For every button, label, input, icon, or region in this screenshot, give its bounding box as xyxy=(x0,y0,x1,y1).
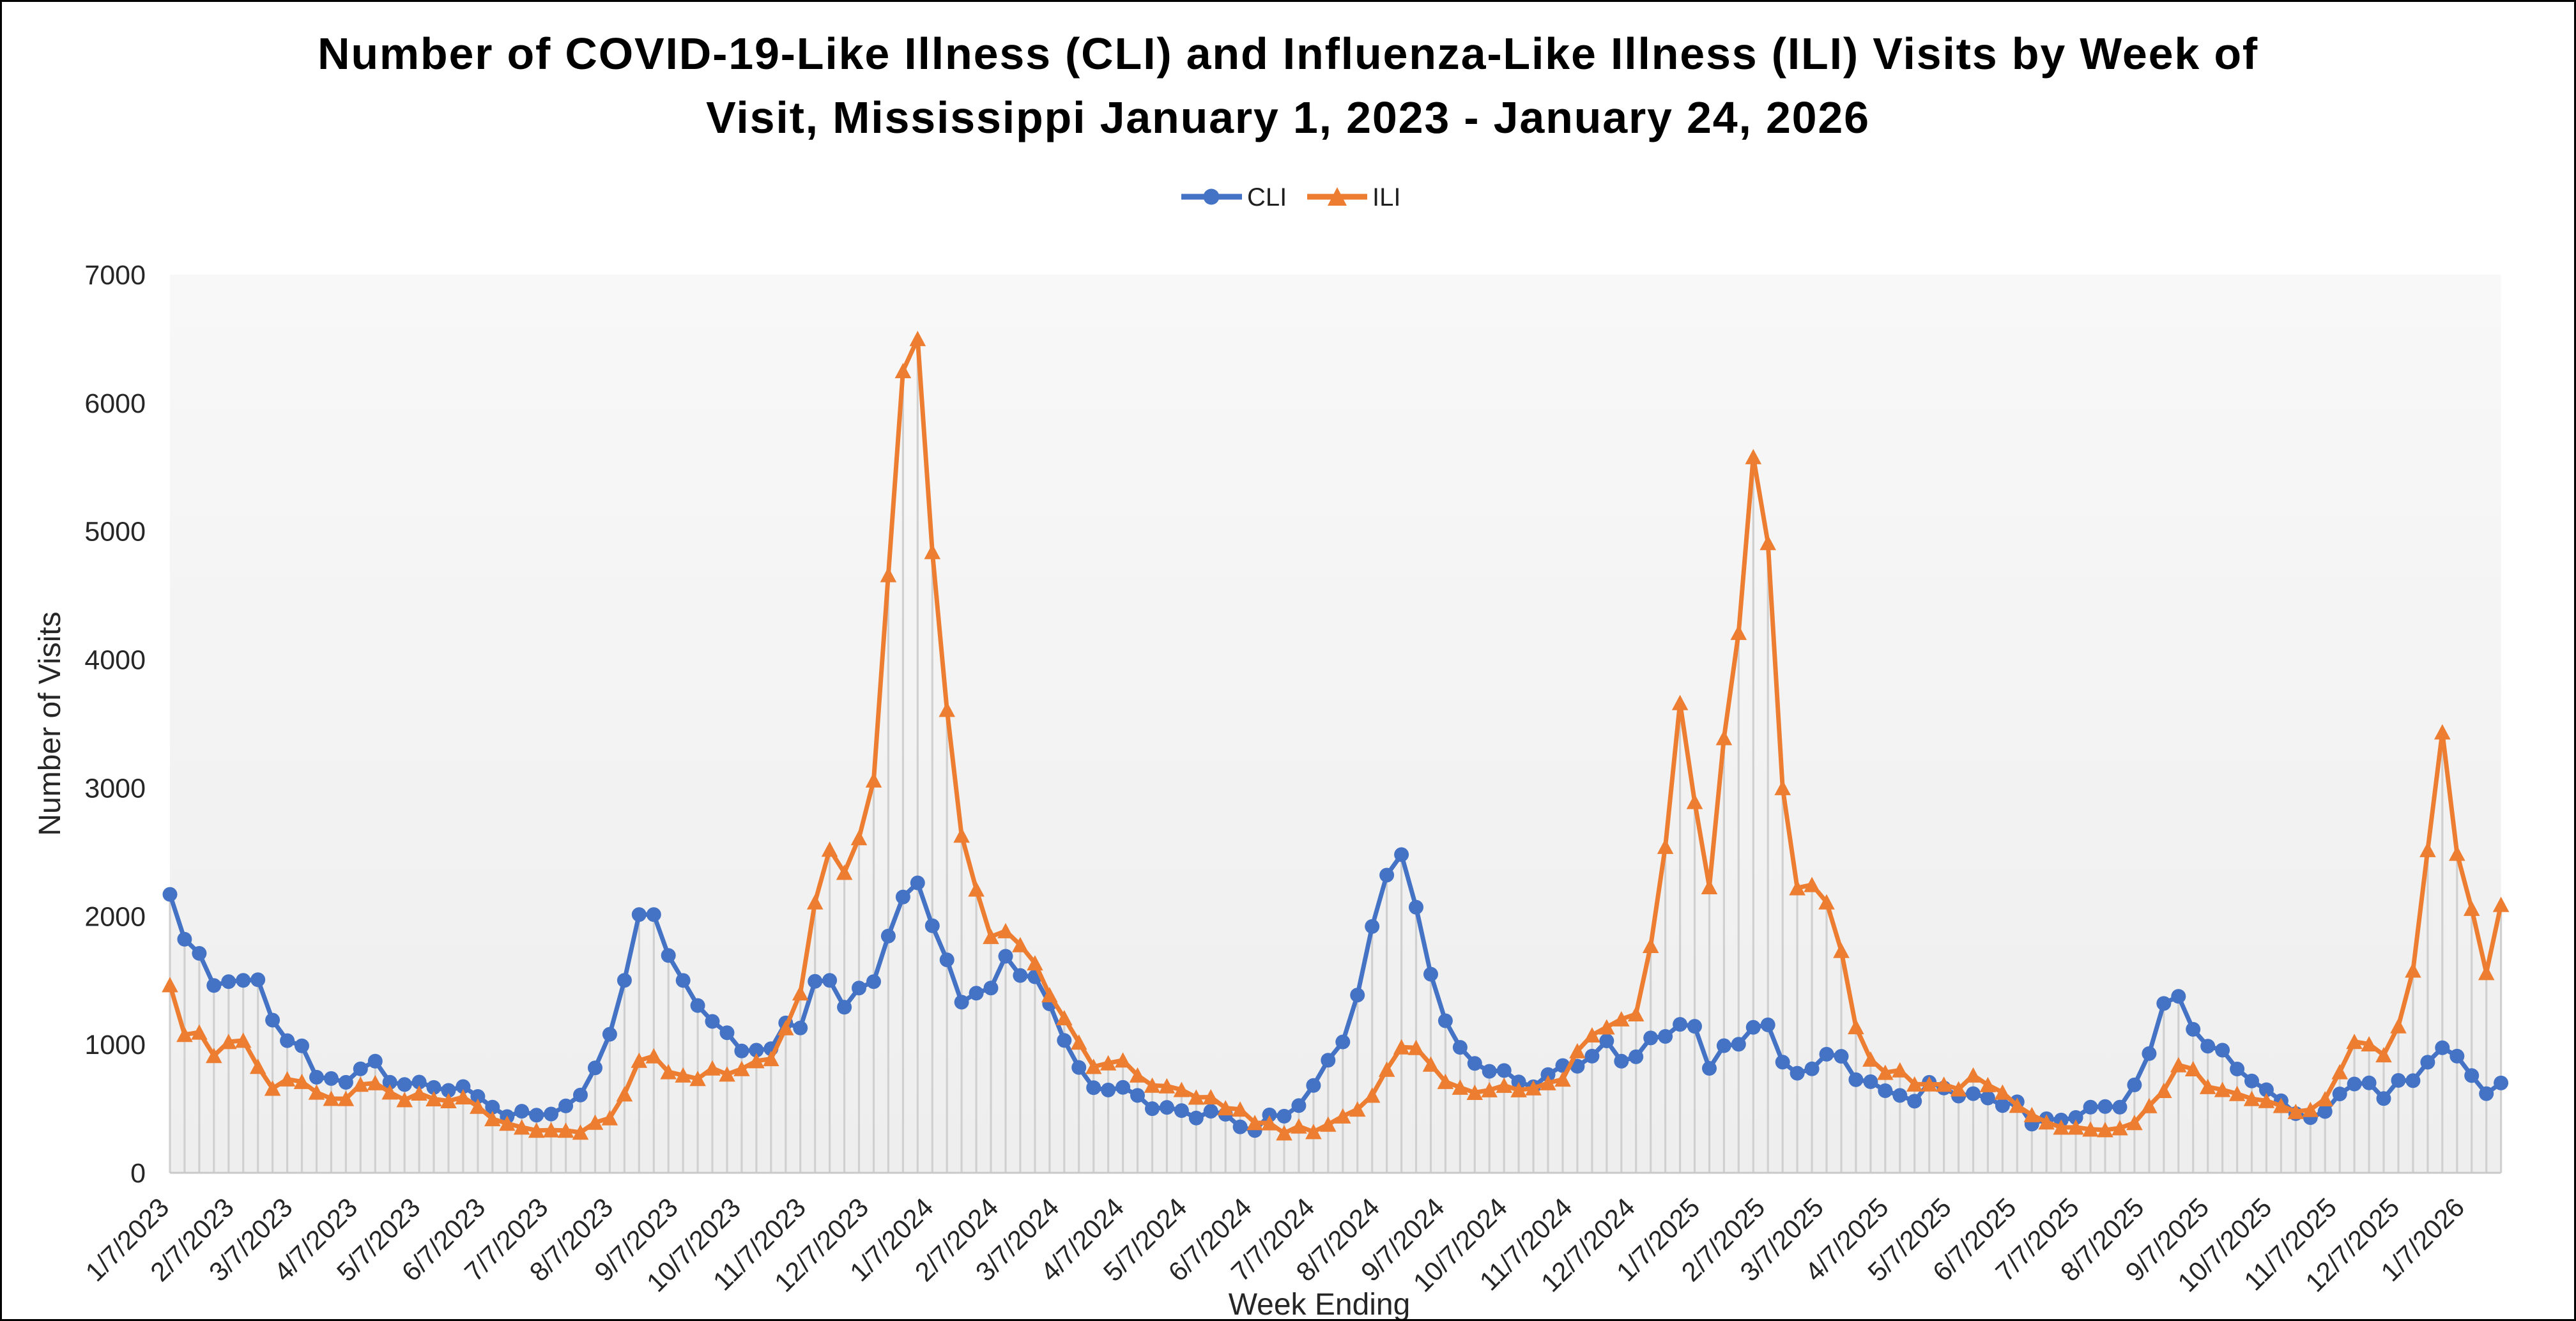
svg-text:Number of Visits: Number of Visits xyxy=(33,611,67,836)
svg-text:Visit, Mississippi January 1,: Visit, Mississippi January 1, 2023 - Jan… xyxy=(706,93,1870,142)
svg-text:4000: 4000 xyxy=(84,645,146,676)
svg-text:0: 0 xyxy=(130,1158,146,1189)
svg-text:ILI: ILI xyxy=(1372,183,1400,211)
svg-text:6000: 6000 xyxy=(84,388,146,419)
svg-text:2000: 2000 xyxy=(84,901,146,932)
svg-text:7000: 7000 xyxy=(84,260,146,291)
svg-text:Week Ending: Week Ending xyxy=(1229,1288,1411,1321)
svg-text:CLI: CLI xyxy=(1247,183,1287,211)
svg-text:3000: 3000 xyxy=(84,773,146,804)
svg-text:5000: 5000 xyxy=(84,517,146,547)
svg-text:Number of COVID-19-Like Illnes: Number of COVID-19-Like Illness (CLI) an… xyxy=(318,29,2258,79)
svg-text:1000: 1000 xyxy=(84,1030,146,1060)
